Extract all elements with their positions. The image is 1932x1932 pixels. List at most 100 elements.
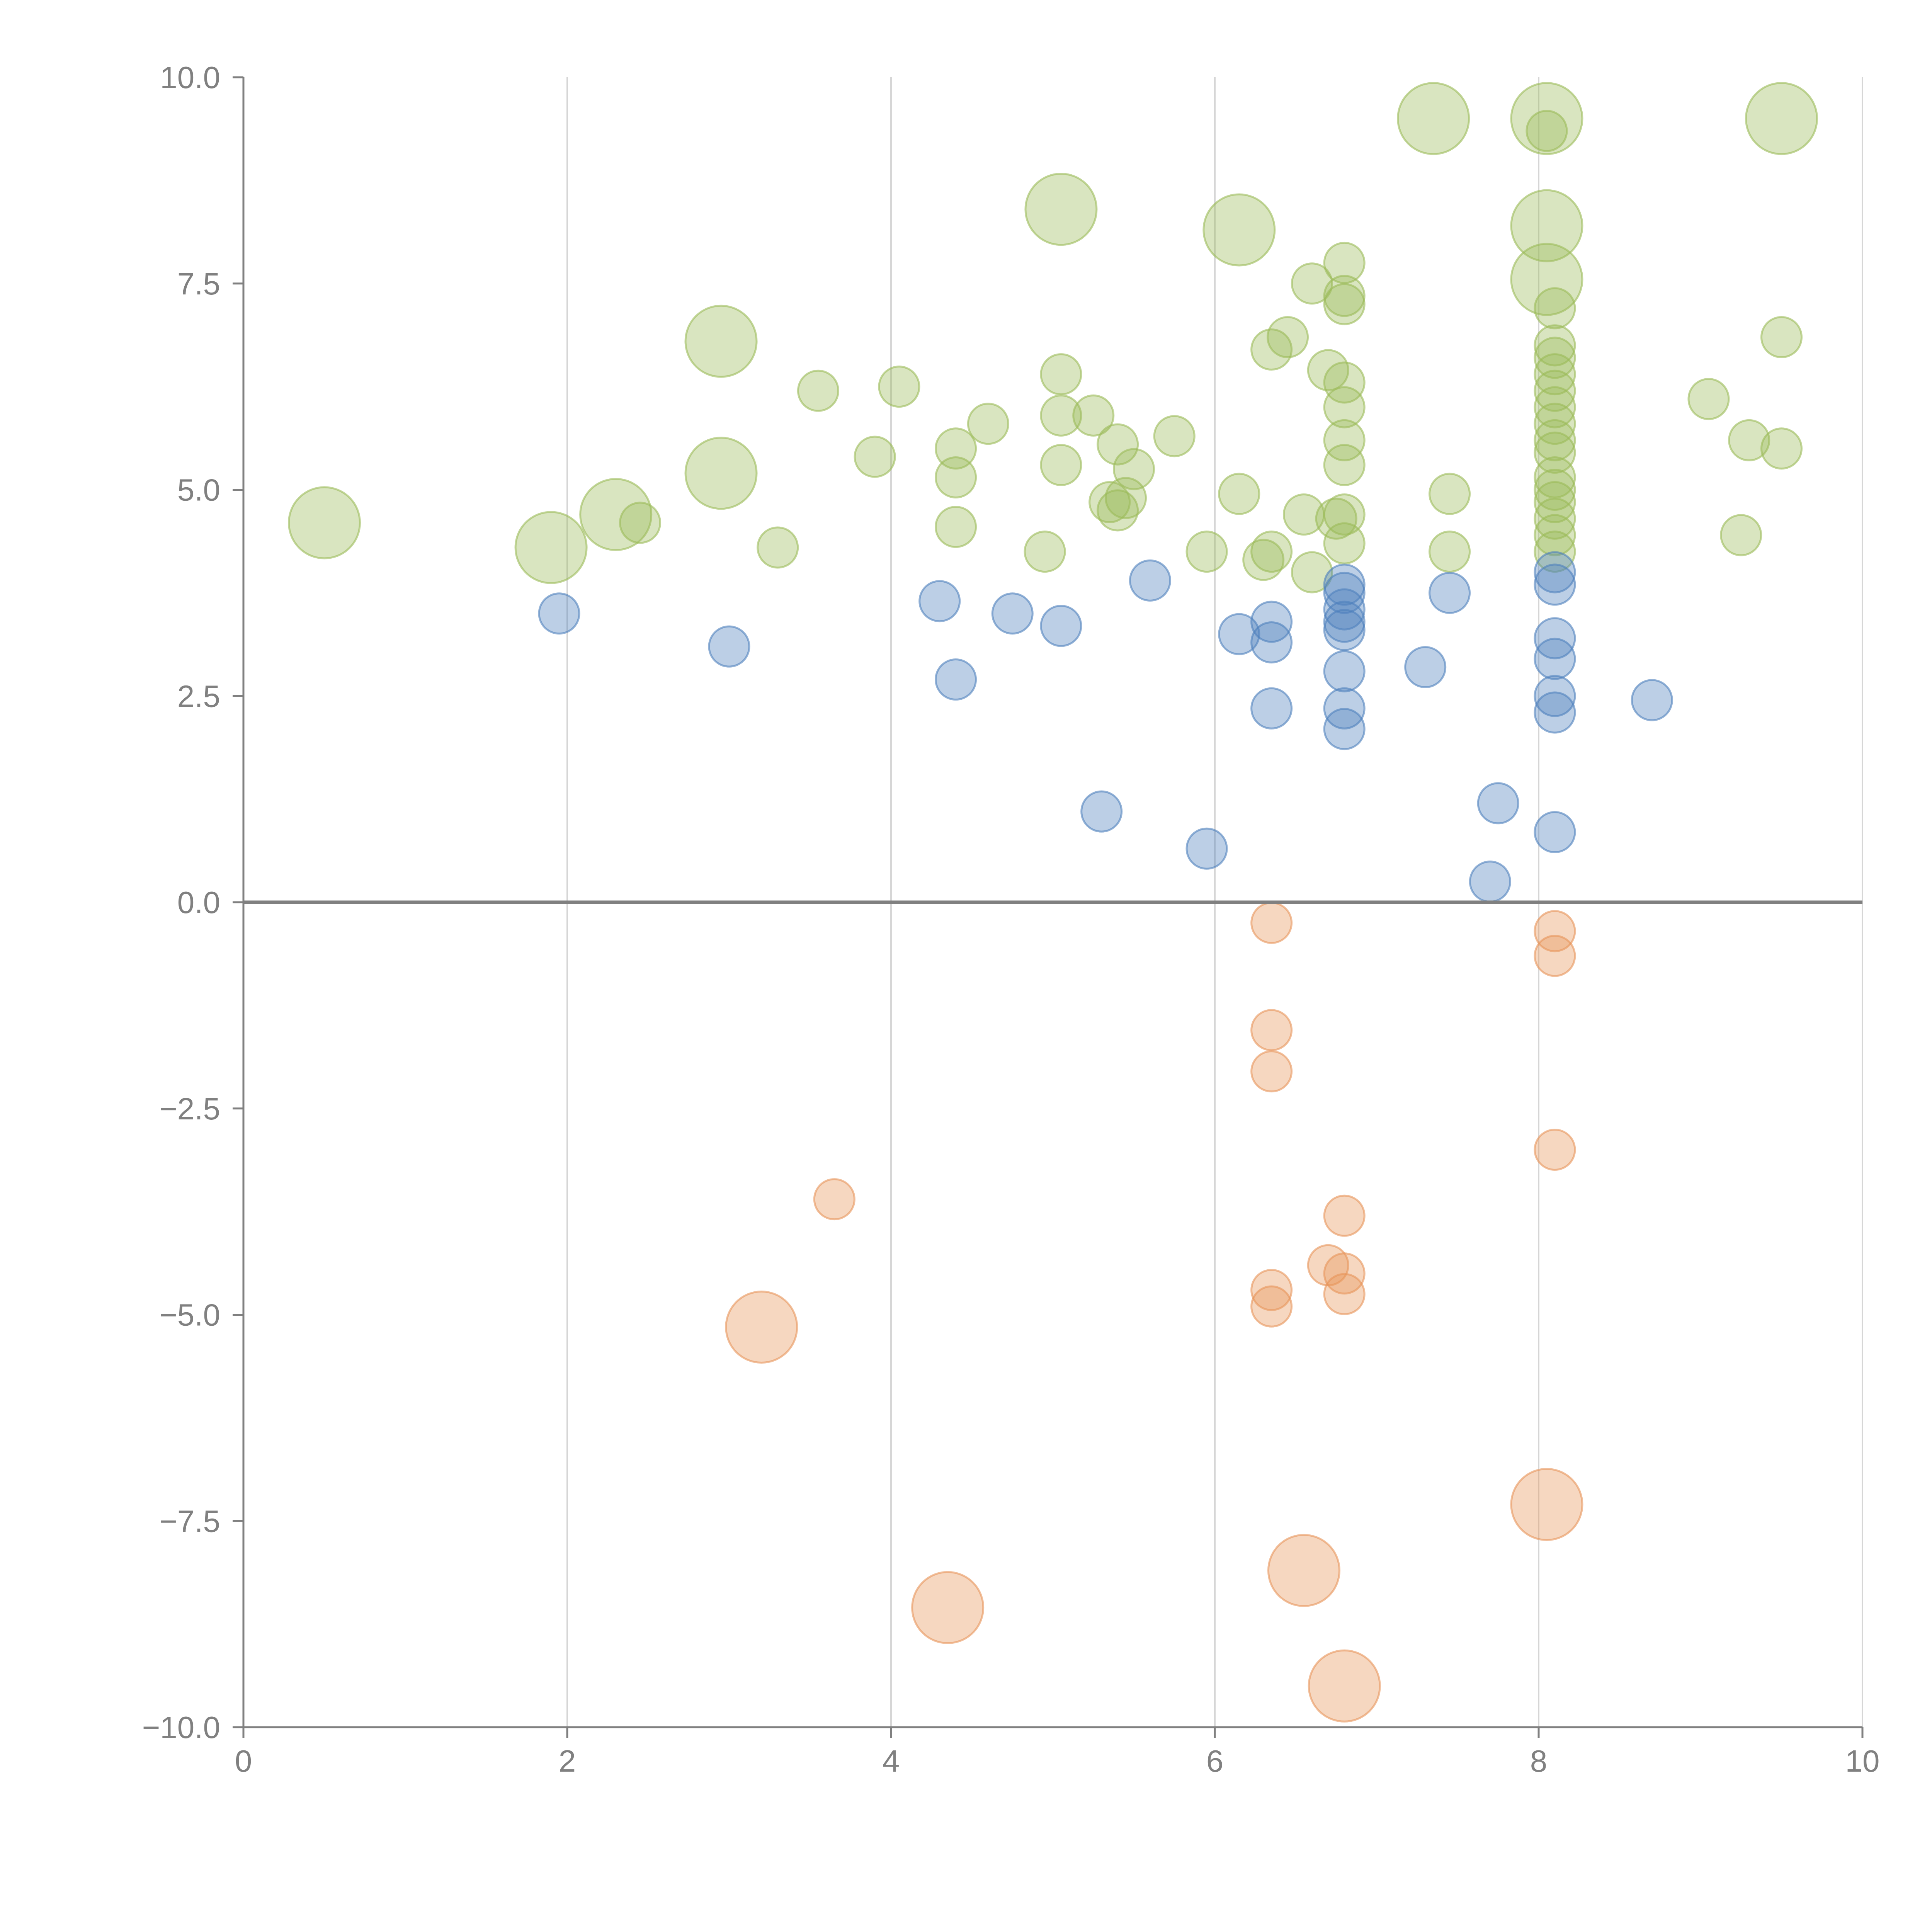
bubble-mid bbox=[1040, 605, 1082, 647]
bubble-negative bbox=[1250, 1009, 1293, 1051]
bubble-mid bbox=[918, 580, 961, 622]
y-tick-label: 7.5 bbox=[177, 267, 220, 301]
bubble-mid bbox=[538, 592, 580, 635]
axes bbox=[233, 76, 1864, 1738]
bubble-high bbox=[1323, 386, 1366, 429]
bubble-mid bbox=[1323, 571, 1366, 614]
bubble-negative bbox=[1323, 1273, 1366, 1315]
bubble-high bbox=[1323, 242, 1366, 284]
y-tick-label: 2.5 bbox=[177, 679, 220, 713]
bubble-high bbox=[1291, 262, 1333, 305]
bubble-high bbox=[1323, 444, 1366, 486]
bubble-negative bbox=[725, 1291, 798, 1364]
bubble-high bbox=[797, 369, 839, 412]
bubble-high bbox=[1088, 481, 1131, 524]
y-tick-label: 5.0 bbox=[177, 473, 220, 507]
bubble-high bbox=[1534, 469, 1576, 511]
bubble-mid bbox=[1080, 790, 1123, 833]
bubble-high bbox=[1105, 477, 1147, 519]
y-tick-label: −5.0 bbox=[159, 1298, 220, 1332]
bubble-high bbox=[1429, 473, 1471, 515]
bubble-negative bbox=[1267, 1534, 1340, 1607]
y-tick-label: 10.0 bbox=[160, 60, 220, 95]
bubble-high bbox=[1267, 316, 1309, 359]
bubble-mid bbox=[1477, 782, 1519, 825]
bubble-high bbox=[935, 506, 977, 548]
tick-labels: 0 2 4 6 8 10 −10.0 −7.5 −5.0 −2.5 0.0 2.5 5.0 7.5 10.0 bbox=[142, 60, 1880, 1778]
y-tick-label: 0.0 bbox=[177, 885, 220, 920]
bubble-high bbox=[1218, 473, 1260, 515]
bubble-mid bbox=[1534, 691, 1576, 734]
bubble-high bbox=[1534, 287, 1576, 330]
bubble-mid bbox=[1218, 613, 1260, 655]
bubble-high bbox=[1534, 431, 1576, 474]
bubble-mid bbox=[1185, 827, 1228, 870]
bubble-high bbox=[1024, 531, 1066, 573]
bubble-high bbox=[1745, 82, 1818, 155]
bubble-mid bbox=[991, 592, 1034, 635]
bubble-negative bbox=[1308, 1649, 1381, 1723]
bubble-high bbox=[1323, 493, 1366, 536]
bubble-negative bbox=[1250, 901, 1293, 944]
bubble-negative bbox=[1534, 910, 1576, 952]
bubble-high bbox=[1040, 353, 1082, 396]
y-tick-label: −7.5 bbox=[159, 1504, 220, 1538]
bubble-high bbox=[1323, 283, 1366, 325]
bubble-high bbox=[1720, 514, 1762, 556]
bubble-high bbox=[1250, 531, 1293, 573]
bubble-high bbox=[1153, 415, 1196, 457]
bubble-high bbox=[757, 526, 799, 569]
bubble-high bbox=[619, 502, 662, 544]
x-tick-label: 6 bbox=[1206, 1744, 1224, 1778]
x-tick-label: 0 bbox=[235, 1744, 252, 1778]
bubble-mid bbox=[935, 658, 977, 701]
bubble-high bbox=[1760, 316, 1803, 359]
bubble-mid bbox=[1250, 621, 1293, 663]
bubble-mid bbox=[1323, 650, 1366, 692]
bubble-negative bbox=[1323, 1194, 1366, 1237]
bubble-mid bbox=[1469, 861, 1511, 903]
bubble-high bbox=[1185, 531, 1228, 573]
bubble-high bbox=[1534, 353, 1576, 396]
bubble-high bbox=[579, 478, 653, 551]
bubble-high bbox=[684, 304, 758, 378]
y-tick-label: −10.0 bbox=[142, 1710, 220, 1745]
bubble-high bbox=[1534, 386, 1576, 429]
bubble-mid bbox=[1631, 679, 1673, 721]
bubble-mid bbox=[1250, 687, 1293, 730]
bubble-mid bbox=[1429, 571, 1471, 614]
bubble-mid bbox=[1534, 563, 1576, 606]
bubble-high bbox=[1534, 481, 1576, 524]
bubble-mid bbox=[1534, 638, 1576, 680]
bubble-high bbox=[288, 486, 361, 560]
bubble-high bbox=[854, 435, 896, 478]
bubble-high bbox=[1534, 497, 1576, 540]
bubble-high bbox=[1526, 110, 1568, 152]
bubble-high bbox=[967, 403, 1009, 445]
bubble-negative bbox=[1510, 1468, 1583, 1541]
bubble-high bbox=[684, 437, 758, 510]
bubble-mid bbox=[1323, 609, 1366, 651]
bubble-high bbox=[1024, 173, 1098, 246]
bubble-high bbox=[1040, 444, 1082, 486]
bubble-negative bbox=[1250, 1285, 1293, 1328]
bubble-high bbox=[935, 427, 977, 470]
x-tick-label: 4 bbox=[883, 1744, 900, 1778]
bubbles bbox=[288, 82, 1818, 1723]
bubble-mid bbox=[1534, 675, 1576, 717]
x-tick-label: 2 bbox=[559, 1744, 576, 1778]
x-tick-label: 10 bbox=[1845, 1744, 1880, 1778]
bubble-mid bbox=[1129, 559, 1171, 602]
bubble-high bbox=[1534, 369, 1576, 412]
bubble-high bbox=[1728, 419, 1770, 461]
bubble-high bbox=[1323, 419, 1366, 461]
bubble-high bbox=[878, 366, 920, 408]
bubble-negative bbox=[911, 1571, 985, 1644]
bubble-high bbox=[514, 511, 588, 584]
bubble-high bbox=[1097, 489, 1139, 532]
bubble-mid bbox=[1404, 646, 1447, 689]
bubble-high bbox=[1397, 82, 1470, 155]
bubble-high bbox=[1291, 551, 1333, 594]
bubble-high bbox=[1429, 531, 1471, 573]
